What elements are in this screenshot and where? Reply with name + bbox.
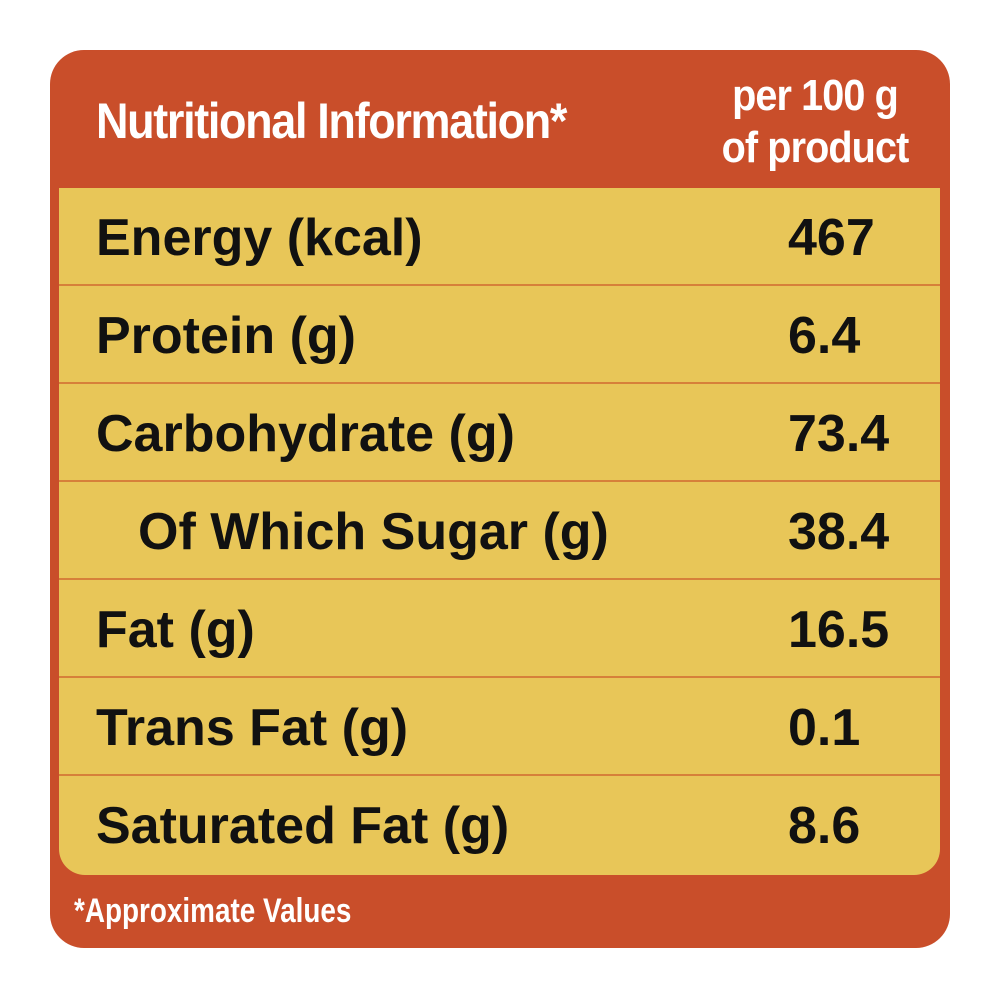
nutrient-label: Of Which Sugar (g) (138, 503, 609, 561)
nutrient-label: Fat (g) (96, 601, 255, 659)
per-100g-header: per 100 g of product (712, 70, 919, 174)
table-row: Protein (g) 6.4 (59, 286, 940, 384)
nutrient-value: 16.5 (788, 601, 890, 659)
table-row: Fat (g) 16.5 (59, 580, 940, 678)
nutrient-label: Saturated Fat (g) (96, 797, 510, 855)
nutrient-label: Energy (kcal) (96, 209, 423, 267)
nutrient-value: 6.4 (788, 307, 861, 365)
per-line-2: of product (721, 123, 910, 172)
nutrient-value: 73.4 (788, 405, 890, 463)
nutrient-value: 8.6 (788, 797, 861, 855)
nutrient-label: Trans Fat (g) (96, 699, 409, 757)
table-row: Energy (kcal) 467 (59, 188, 940, 286)
nutrient-value: 467 (788, 209, 875, 267)
footnote: *Approximate Values (74, 892, 352, 930)
nutrient-value: 0.1 (788, 699, 861, 757)
table-row: Saturated Fat (g) 8.6 (59, 776, 940, 874)
per-line-1: per 100 g (732, 71, 899, 120)
nutrient-label: Protein (g) (96, 307, 356, 365)
table-row: Trans Fat (g) 0.1 (59, 678, 940, 776)
nutrient-label: Carbohydrate (g) (96, 405, 515, 463)
label-title: Nutritional Information* (96, 93, 567, 149)
table-row: Carbohydrate (g) 73.4 (59, 384, 940, 482)
table-row: Of Which Sugar (g) 38.4 (59, 482, 940, 580)
nutrient-value: 38.4 (788, 503, 890, 561)
nutrition-table: Energy (kcal) 467 Protein (g) 6.4 Carbohyd… (59, 188, 940, 875)
